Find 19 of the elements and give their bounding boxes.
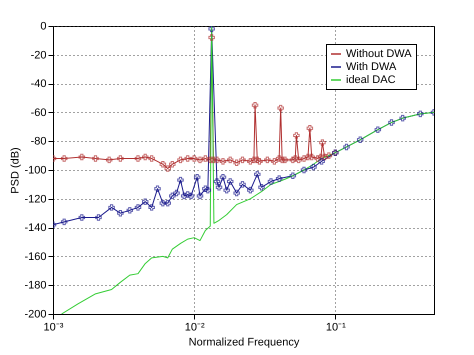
y-tick-label: -20: [30, 49, 46, 62]
y-tick-label: 0: [40, 20, 46, 32]
y-axis-title: PSD (dB): [9, 147, 22, 194]
x-tick-label: 10⁻³: [44, 322, 64, 334]
x-tick-label: 10⁻²: [184, 322, 205, 334]
y-tick-label: -120: [24, 193, 46, 206]
y-tick-label: -140: [24, 222, 46, 234]
legend-label: With DWA: [346, 61, 397, 73]
y-tick-label: -100: [24, 164, 46, 176]
y-tick-label: -60: [30, 106, 46, 119]
y-tick-label: -80: [30, 136, 46, 148]
x-axis-title: Normalized Frequency: [188, 336, 300, 348]
y-tick-label: -180: [24, 280, 46, 292]
y-tick-label: -40: [30, 78, 46, 90]
y-tick-label: -160: [24, 250, 46, 263]
legend-label: ideal DAC: [346, 74, 396, 86]
x-tick-label: 10⁻¹: [326, 322, 346, 334]
legend-label: Without DWA: [346, 48, 412, 60]
y-tick-label: -200: [24, 308, 46, 320]
